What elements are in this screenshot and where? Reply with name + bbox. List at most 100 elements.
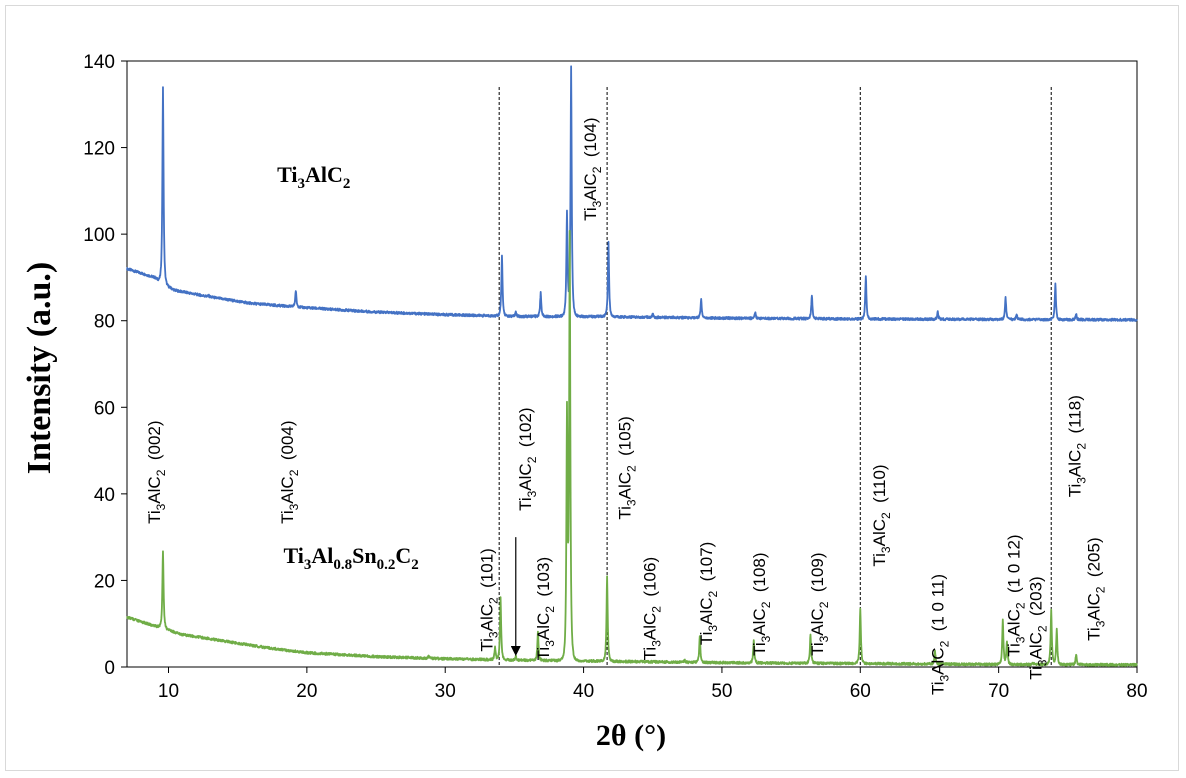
formula-subscript: 2	[287, 469, 301, 476]
peak-annotation: Ti3AlC2 (004)	[278, 420, 301, 523]
miller-index: (104)	[581, 117, 600, 166]
formula-subscript: 2	[625, 465, 639, 472]
miller-index: (004)	[278, 420, 297, 469]
peak-annotation: Ti3AlC2 (107)	[697, 542, 720, 645]
formula-text: Ti	[616, 506, 635, 520]
peak-annotation: Ti3AlC2 (102)	[516, 407, 539, 510]
miller-index: (105)	[616, 416, 635, 465]
formula-text: AlC	[145, 476, 164, 503]
formula-text: Ti	[1004, 643, 1023, 657]
miller-index: (103)	[534, 557, 553, 606]
formula-subscript: 3	[1074, 477, 1088, 484]
plot-area: 10 20 30 40 50 60 70 80020406080100120140Ti3AlC…	[83, 52, 1147, 702]
miller-index: (1 0 12)	[1004, 534, 1023, 602]
peak-annotation: Ti3AlC2 (108)	[750, 552, 773, 655]
formula-text: AlC	[278, 476, 297, 503]
formula-subscript: 2	[1074, 443, 1088, 450]
formula-subscript: 3	[525, 490, 539, 497]
formula-subscript: 3	[879, 546, 893, 553]
y-tick-label: 80	[94, 312, 115, 333]
peak-annotation: Ti3AlC2 (110)	[870, 464, 893, 566]
formula-text: AlC	[641, 613, 660, 640]
miller-index: (101)	[477, 548, 496, 597]
formula-text: AlC	[1027, 632, 1046, 659]
peak-annotation: Ti3AlC2 (105)	[616, 416, 639, 519]
formula-subscript: 3	[1036, 659, 1050, 666]
formula-text: Ti	[808, 642, 827, 656]
peak-annotation: Ti3AlC2 (118)	[1065, 395, 1088, 497]
formula-text: AlC	[1085, 593, 1104, 620]
formula-text: AlC	[1004, 609, 1023, 636]
y-tick-label: 40	[94, 485, 115, 506]
peak-annotation: Ti3AlC2 (104)	[581, 117, 604, 220]
formula-subscript: 2	[525, 456, 539, 463]
series-line-top	[126, 65, 1138, 322]
formula-subscript: 3	[304, 557, 312, 573]
peak-annotation: Ti3AlC2 (002)	[145, 420, 168, 523]
formula-subscript: 3	[543, 640, 557, 647]
formula-subscript: 3	[154, 503, 168, 510]
formula-text: AlC	[534, 613, 553, 640]
formula-text: Ti	[516, 497, 535, 511]
sample-label: Ti3Al0.8Sn0.2C2	[284, 543, 419, 573]
miller-index: (118)	[1065, 395, 1084, 443]
formula-subscript: 3	[298, 176, 306, 192]
formula-subscript: 3	[1094, 620, 1108, 627]
formula-subscript: 2	[1036, 625, 1050, 632]
formula-subscript: 3	[937, 675, 951, 682]
formula-text: Ti	[697, 632, 716, 646]
peak-annotation: Ti3AlC2 (205)	[1085, 537, 1108, 640]
miller-index: (002)	[145, 420, 164, 469]
formula-text: Sn	[352, 543, 376, 568]
formula-text: Ti	[870, 553, 889, 567]
formula-subscript: 2	[543, 606, 557, 613]
formula-subscript: 2	[650, 606, 664, 613]
peak-annotation: Ti3AlC2 (203)	[1027, 576, 1050, 679]
formula-text: AlC	[697, 598, 716, 625]
formula-text: Ti	[1065, 484, 1084, 498]
miller-index: (110)	[870, 464, 889, 512]
formula-subscript: 2	[759, 601, 773, 608]
chart-frame	[5, 5, 1179, 771]
formula-subscript: 3	[706, 625, 720, 632]
formula-text: AlC	[477, 604, 496, 631]
formula-subscript: 2	[1094, 586, 1108, 593]
x-tick-label: 20	[296, 681, 317, 702]
formula-subscript: 2	[154, 469, 168, 476]
x-tick-label: 30	[435, 681, 456, 702]
formula-text: Ti	[641, 647, 660, 661]
miller-index: (102)	[516, 407, 535, 456]
y-tick-label: 100	[83, 225, 115, 246]
formula-subscript: 2	[1013, 602, 1027, 609]
formula-text: AlC	[808, 608, 827, 635]
formula-subscript: 3	[817, 635, 831, 642]
formula-text: AlC	[305, 162, 343, 187]
x-tick-label: 80	[1126, 681, 1147, 702]
formula-subscript: 3	[625, 499, 639, 506]
series-line-bottom	[126, 229, 1138, 667]
x-tick-label: 40	[573, 681, 594, 702]
formula-subscript: 0.8	[333, 557, 352, 573]
y-tick-label: 20	[94, 571, 115, 592]
formula-subscript: 3	[1013, 636, 1027, 643]
formula-text: Ti	[581, 207, 600, 221]
x-axis-title: 2θ (°)	[596, 719, 666, 752]
plot-border	[126, 60, 1138, 668]
formula-subscript: 3	[287, 503, 301, 510]
formula-text: AlC	[516, 463, 535, 490]
formula-text: Ti	[534, 647, 553, 661]
formula-text: Ti	[750, 642, 769, 656]
formula-text: AlC	[581, 173, 600, 200]
formula-subscript: 2	[343, 176, 351, 192]
miller-index: (107)	[697, 542, 716, 591]
formula-text: Ti	[284, 543, 304, 568]
y-tick-label: 140	[83, 52, 115, 73]
miller-index: (109)	[808, 552, 827, 601]
formula-subscript: 2	[937, 640, 951, 647]
formula-subscript: 3	[650, 640, 664, 647]
y-tick-label: 60	[94, 398, 115, 419]
formula-text: Ti	[1027, 666, 1046, 680]
formula-subscript: 2	[411, 557, 419, 573]
x-tick-label: 10	[158, 681, 179, 702]
